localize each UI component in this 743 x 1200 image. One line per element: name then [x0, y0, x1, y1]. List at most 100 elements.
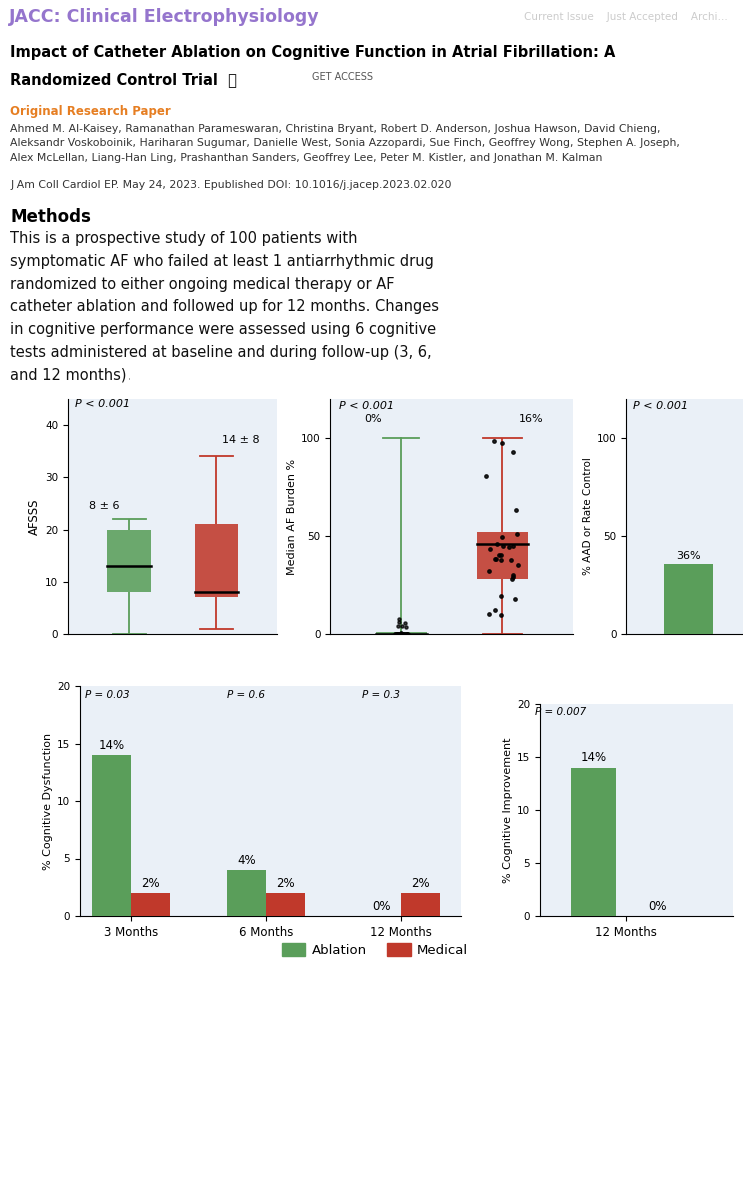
- Point: [488, 432, 500, 451]
- Legend: Ablation, Medical: Ablation, Medical: [276, 938, 473, 962]
- Text: P = 0.3: P = 0.3: [362, 690, 400, 700]
- Text: P = 0.007: P = 0.007: [535, 707, 586, 716]
- Point: [507, 570, 519, 589]
- Point: [483, 562, 495, 581]
- Text: Original Research Paper: Original Research Paper: [10, 106, 171, 119]
- Point: [489, 550, 501, 569]
- Text: P < 0.001: P < 0.001: [75, 398, 130, 409]
- Bar: [400, 893, 440, 916]
- Point: [495, 550, 507, 569]
- Text: 8 ± 6: 8 ± 6: [89, 500, 120, 511]
- Point: [503, 538, 515, 557]
- Point: [507, 443, 519, 462]
- Point: [392, 617, 404, 636]
- Point: [496, 433, 507, 452]
- Bar: [376, 632, 426, 636]
- Point: [399, 613, 411, 632]
- Point: [507, 568, 519, 587]
- Point: [396, 616, 408, 635]
- Point: [510, 500, 522, 520]
- Text: 0%: 0%: [372, 900, 390, 912]
- Text: Methods: Methods: [10, 208, 91, 226]
- Point: [400, 618, 412, 637]
- Point: [400, 624, 412, 643]
- Point: [395, 624, 407, 643]
- Point: [401, 624, 413, 643]
- Text: This is a prospective study of 100 patients with
symptomatic AF who failed at le: This is a prospective study of 100 patie…: [10, 230, 439, 383]
- Text: 16%: 16%: [519, 414, 543, 425]
- Bar: [131, 893, 170, 916]
- Text: P < 0.001: P < 0.001: [633, 401, 689, 410]
- Bar: [92, 755, 131, 916]
- Point: [505, 550, 517, 569]
- Point: [496, 606, 507, 625]
- Text: 4%: 4%: [237, 853, 256, 866]
- Point: [394, 624, 406, 643]
- Point: [396, 624, 408, 643]
- Y-axis label: AFSSS: AFSSS: [28, 498, 41, 535]
- Point: [496, 527, 507, 546]
- Point: [393, 610, 405, 629]
- Point: [395, 624, 406, 643]
- Point: [509, 589, 521, 608]
- Y-axis label: Median AF Burden %: Median AF Burden %: [287, 458, 297, 575]
- Bar: [107, 529, 151, 593]
- Point: [395, 623, 407, 642]
- Bar: [227, 870, 266, 916]
- Point: [392, 624, 404, 643]
- Text: 14%: 14%: [99, 738, 125, 751]
- Text: 14%: 14%: [580, 751, 607, 764]
- Text: Randomized Control Trial  🔒: Randomized Control Trial 🔒: [10, 72, 237, 88]
- Point: [395, 624, 406, 643]
- Text: 2%: 2%: [141, 876, 160, 889]
- Y-axis label: % AAD or Rate Control: % AAD or Rate Control: [583, 457, 593, 576]
- Text: Impact of Ablation on AF Symptoms, AF Burden & AAD Use @ 12 mths: Impact of Ablation on AF Symptoms, AF Bu…: [126, 372, 617, 384]
- Point: [401, 624, 413, 643]
- Point: [401, 624, 413, 643]
- Text: JACC: Clinical Electrophysiology: JACC: Clinical Electrophysiology: [9, 8, 319, 26]
- Point: [493, 545, 505, 564]
- Text: Impact of Catheter Ablation on Cognitive Function in Atrial Fibrillation: A: Impact of Catheter Ablation on Cognitive…: [10, 44, 615, 60]
- Text: 14 ± 8: 14 ± 8: [222, 436, 259, 445]
- Point: [507, 565, 519, 584]
- Text: P = 0.03: P = 0.03: [85, 690, 129, 700]
- Text: 0%: 0%: [649, 900, 667, 913]
- Point: [397, 624, 409, 643]
- Y-axis label: % Cognitive Improvement: % Cognitive Improvement: [503, 737, 513, 883]
- Point: [510, 524, 522, 544]
- Point: [497, 536, 509, 556]
- Text: 36%: 36%: [676, 551, 701, 560]
- Point: [390, 624, 402, 643]
- Point: [389, 624, 401, 643]
- Point: [392, 624, 403, 643]
- Point: [490, 550, 502, 569]
- Point: [398, 624, 409, 643]
- Point: [392, 624, 404, 643]
- Point: [491, 535, 503, 554]
- Text: 2%: 2%: [276, 876, 295, 889]
- Text: Prevalence of Cognitive
Improvement: Prevalence of Cognitive Improvement: [519, 662, 686, 690]
- Point: [392, 624, 403, 643]
- Text: P < 0.001: P < 0.001: [339, 401, 394, 410]
- Bar: [195, 524, 239, 598]
- Point: [395, 623, 406, 642]
- Bar: [477, 532, 528, 580]
- Point: [484, 540, 496, 559]
- Point: [402, 624, 414, 643]
- Text: 0%: 0%: [364, 414, 382, 425]
- Bar: [266, 893, 305, 916]
- Point: [483, 605, 495, 624]
- Point: [495, 587, 507, 606]
- Point: [490, 600, 502, 619]
- Point: [399, 624, 411, 643]
- Text: 2%: 2%: [411, 876, 429, 889]
- Text: J Am Coll Cardiol EP. May 24, 2023. Epublished DOI: 10.1016/j.jacep.2023.02.020: J Am Coll Cardiol EP. May 24, 2023. Epub…: [10, 180, 452, 190]
- Point: [395, 624, 407, 643]
- Point: [394, 612, 406, 631]
- Text: P = 0.6: P = 0.6: [227, 690, 265, 700]
- Text: Current Issue    Just Accepted    Archi…: Current Issue Just Accepted Archi…: [525, 12, 728, 22]
- Text: Ahmed M. Al-Kaisey, Ramanathan Parameswaran, Christina Bryant, Robert D. Anderso: Ahmed M. Al-Kaisey, Ramanathan Parameswa…: [10, 124, 680, 163]
- Y-axis label: % Cognitive Dysfunction: % Cognitive Dysfunction: [43, 732, 53, 870]
- Point: [513, 556, 525, 575]
- Point: [394, 624, 406, 643]
